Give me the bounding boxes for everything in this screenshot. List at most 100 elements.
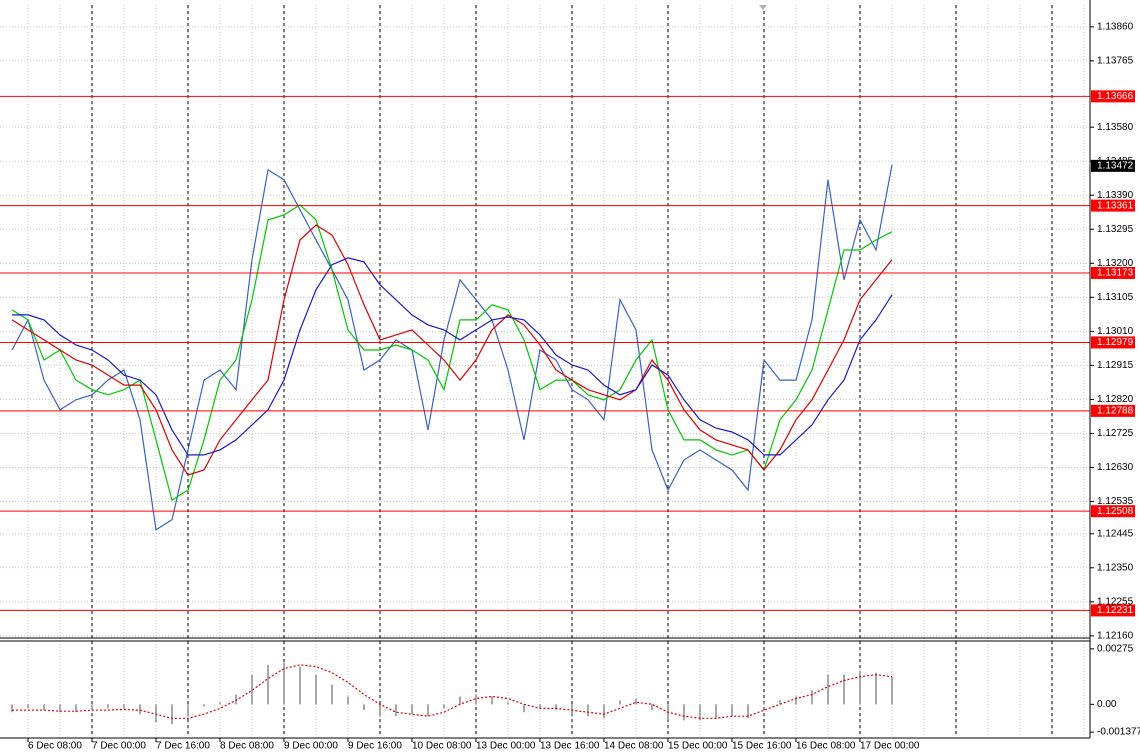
histogram-bar [219,702,221,705]
histogram-bar [507,702,509,705]
x-tick-label: 15 Dec 16:00 [732,741,792,752]
histogram-bar [299,666,301,705]
histogram-bar [875,672,877,705]
x-tick-label: 14 Dec 08:00 [604,741,664,752]
level-label: 1.12231 [1097,605,1134,616]
histogram-bar [363,704,365,711]
histogram-bar [651,704,653,711]
histogram-bar [107,704,109,709]
histogram-bar [283,662,285,705]
histogram-bar [811,690,813,705]
histogram-bar [475,694,477,705]
histogram-bar [619,700,621,705]
y-tick-label: 0.00 [1097,699,1117,710]
x-tick-label: 6 Dec 08:00 [28,741,82,752]
level-label-box [1091,336,1135,349]
histogram-bar [859,670,861,705]
histogram-bar [411,704,413,715]
histogram-bar [251,674,253,705]
histogram-bar [379,704,381,717]
x-tick-label: 9 Dec 16:00 [348,741,402,752]
y-tick-label: 1.13295 [1097,224,1134,235]
last-price-label: 1.13472 [1097,160,1134,171]
y-tick-label: 0.00275 [1097,644,1134,655]
histogram-bar [331,684,333,705]
y-tick-label: 1.13200 [1097,258,1134,269]
histogram-bar [731,704,733,717]
histogram-bar [795,696,797,705]
series-line [12,257,893,456]
x-tick-label: 7 Dec 16:00 [156,741,210,752]
level-label-box [1091,604,1135,617]
level-label: 1.13173 [1097,268,1134,279]
histogram-bar [235,694,237,705]
series-line [11,164,893,531]
histogram-bar [635,698,637,705]
histogram-bar [763,702,765,705]
series-line [11,224,893,476]
y-tick-label: 1.12445 [1097,528,1134,539]
y-tick-label: 1.12630 [1097,462,1134,473]
x-tick-label: 8 Dec 08:00 [220,741,274,752]
histogram-bar [155,704,157,723]
histogram-bar [11,704,13,713]
histogram-bar [587,704,589,717]
level-label: 1.13666 [1097,91,1134,102]
histogram-bar [187,704,189,717]
y-tick-label: 1.12535 [1097,496,1134,507]
histogram-bar [171,704,173,725]
y-tick-label: 1.12160 [1097,630,1134,641]
x-tick-label: 7 Dec 00:00 [92,741,146,752]
y-tick-label: 1.13860 [1097,21,1134,32]
y-tick-label: 1.12915 [1097,360,1134,371]
y-tick-label: 1.13010 [1097,326,1134,337]
histogram-bar [59,704,61,713]
x-tick-label: 17 Dec 00:00 [860,741,920,752]
y-tick-label: 1.12255 [1097,596,1134,607]
histogram-bar [203,704,205,707]
y-tick-label: 1.13105 [1097,292,1134,303]
histogram-bar [75,704,77,713]
histogram-bar [43,704,45,711]
level-label: 1.12788 [1097,406,1134,417]
y-tick-label: 1.13580 [1097,122,1134,133]
last-price-box [1091,159,1135,172]
histogram-bar [779,700,781,705]
histogram-bar [603,704,605,719]
level-label: 1.13361 [1097,200,1134,211]
level-label-box [1091,505,1135,518]
x-tick-label: 10 Dec 08:00 [412,741,472,752]
y-tick-label: 1.13765 [1097,56,1134,67]
grid [0,5,1090,736]
histogram-bar [443,704,445,709]
series-line [12,664,893,719]
level-label-box [1091,199,1135,212]
plot [0,95,1090,725]
histogram-bar [395,704,397,717]
x-tick-label: 13 Dec 16:00 [540,741,600,752]
histogram-bar [427,704,429,717]
x-tick-label: 16 Dec 08:00 [796,741,856,752]
histogram-bar [683,704,685,721]
x-tick-label: 13 Dec 00:00 [476,741,536,752]
histogram-bar [891,676,893,705]
histogram-bar [539,704,541,709]
histogram-bar [571,704,573,715]
histogram-bar [459,696,461,705]
histogram-bar [267,664,269,705]
level-label: 1.12979 [1097,337,1134,348]
level-label-box [1091,266,1135,279]
histogram-bar [91,704,93,711]
x-tick-label: 9 Dec 00:00 [284,741,338,752]
y-tick-label: 1.12820 [1097,394,1134,405]
histogram-bar [747,704,749,719]
y-tick-label: 1.12350 [1097,562,1134,573]
histogram-bar [715,704,717,719]
histogram-bar [827,674,829,705]
histogram-bar [523,704,525,713]
series-line [11,204,893,502]
histogram-bar [491,696,493,705]
histogram-bar [699,704,701,721]
